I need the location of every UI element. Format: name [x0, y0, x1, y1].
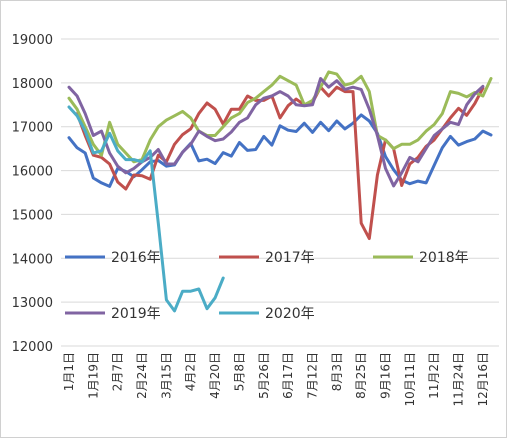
- legend-label: 2018年: [419, 250, 469, 266]
- x-tick-label: 11月24日: [452, 352, 466, 407]
- x-tick-label: 4月2日: [184, 352, 198, 391]
- y-tick-label: 19000: [12, 33, 53, 48]
- y-tick-label: 16000: [12, 165, 53, 180]
- series-line-2: [75, 85, 485, 241]
- x-tick-label: 9月16日: [379, 352, 393, 399]
- y-tick-label: 18000: [12, 77, 53, 92]
- x-tick-label: 3月15日: [159, 352, 173, 399]
- y-tick-label: 17000: [12, 121, 53, 136]
- grid-layer: [61, 38, 499, 347]
- series-line-5: [67, 105, 225, 313]
- x-tick-label: 8月25日: [354, 352, 368, 399]
- legend-label: 2019年: [111, 306, 161, 322]
- legend-label: 2020年: [265, 306, 315, 322]
- x-tick-label: 4月20日: [208, 352, 222, 399]
- legend-label: 2017年: [265, 250, 315, 266]
- series-line-4: [67, 77, 485, 188]
- x-tick-label: 2月24日: [135, 352, 149, 399]
- x-tick-label: 10月11日: [403, 352, 417, 407]
- y-tick-label: 12000: [12, 340, 53, 355]
- x-tick-label: 7月12日: [305, 352, 319, 399]
- x-tick-label: 6月17日: [281, 352, 295, 399]
- y-tick-label: 14000: [12, 252, 53, 267]
- x-tick-label: 8月3日: [330, 352, 344, 391]
- legend: 2016年 2017年 2018年 2019年 2020年: [65, 250, 469, 322]
- legend-label: 2016年: [111, 250, 161, 266]
- series-layer: [67, 70, 493, 313]
- x-tick-label: 5月8日: [232, 352, 246, 391]
- y-tick-label: 13000: [12, 296, 53, 311]
- y-tick-label: 15000: [12, 208, 53, 223]
- y-axis-ticks: 12000 13000 14000 15000 16000 17000 18000 19000: [12, 33, 53, 355]
- x-tick-label: 5月26日: [257, 352, 271, 399]
- x-tick-label: 2月7日: [111, 352, 125, 391]
- x-tick-label: 12月16日: [476, 352, 490, 407]
- x-tick-label: 1月1日: [62, 352, 76, 391]
- series-line-1: [67, 113, 493, 188]
- x-tick-label: 11月2日: [427, 352, 441, 399]
- x-tick-label: 1月19日: [86, 352, 100, 399]
- x-axis-ticks: 1月1日 1月19日 2月7日 2月24日 3月15日 4月2日 4月20日 5月8日 5月26…: [62, 352, 490, 407]
